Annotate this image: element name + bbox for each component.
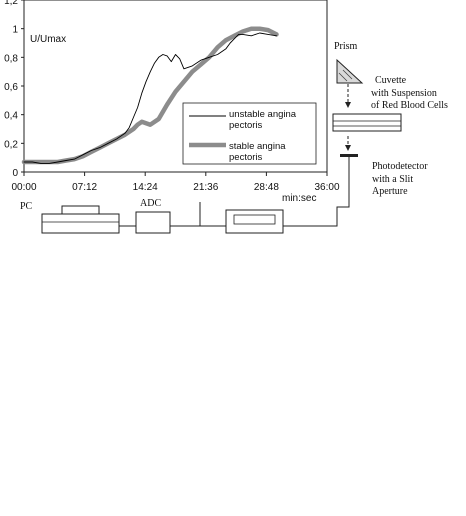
y-tick-label: 1,2 bbox=[4, 0, 18, 7]
legend: unstable angina pectoris stable angina p… bbox=[182, 102, 317, 165]
legend-label-unstable-line1: unstable angina bbox=[229, 109, 297, 120]
legend-label-stable-line1: stable angina bbox=[229, 141, 286, 152]
cuvette-label-line3: of Red Blood Cells bbox=[371, 100, 448, 111]
photodetector-shape bbox=[340, 154, 358, 157]
prism-hatch bbox=[342, 69, 353, 80]
x-tick-label: 14:24 bbox=[133, 182, 158, 193]
legend-label-stable-line2: pectoris bbox=[229, 152, 263, 163]
cuvette-shape bbox=[332, 113, 402, 132]
light-arrow-upper bbox=[345, 102, 351, 108]
cuvette-label-line1: Cuvette bbox=[375, 75, 407, 86]
amplifier-inner bbox=[233, 214, 276, 225]
y-axis-title: U/Umax bbox=[30, 34, 66, 45]
y-tick-label: 0,8 bbox=[4, 53, 18, 64]
legend-label-unstable-line2: pectoris bbox=[229, 120, 263, 131]
y-tick-label: 0,4 bbox=[4, 111, 18, 122]
x-tick-label: 00:00 bbox=[11, 182, 36, 193]
photodetector-label-line3: Aperture bbox=[372, 186, 408, 197]
cuvette-label-line2: with Suspension bbox=[371, 88, 437, 99]
prism-hatch bbox=[338, 72, 348, 82]
apparatus-schematic: Prism Cuvette with Suspension of Red Blo… bbox=[20, 41, 448, 234]
y-axis-ticks: 0 0,2 0,4 0,6 0,8 1 1,2 bbox=[4, 0, 24, 179]
x-axis-ticks: 00:00 07:12 14:24 21:36 28:48 36:00 bbox=[11, 172, 340, 193]
series-line-unstable bbox=[23, 32, 277, 164]
light-arrow-lower bbox=[345, 145, 351, 151]
x-tick-label: 28:48 bbox=[254, 182, 279, 193]
pc-top-box bbox=[61, 205, 100, 215]
x-tick-label: 07:12 bbox=[72, 182, 97, 193]
photodetector-label-line2: with a Slit bbox=[372, 174, 413, 185]
y-tick-label: 1 bbox=[12, 25, 18, 36]
y-tick-label: 0,2 bbox=[4, 139, 18, 150]
y-tick-label: 0,6 bbox=[4, 82, 18, 93]
x-axis-title: min:sec bbox=[282, 193, 316, 204]
pc-box bbox=[41, 213, 120, 234]
series-layer bbox=[21, 26, 279, 165]
legend-box bbox=[182, 102, 317, 165]
pc-label: PC bbox=[20, 201, 33, 212]
prism-shape bbox=[336, 58, 364, 84]
chart: U/Umax min:sec 0 0,2 0,4 0,6 0,8 1 1,2 00:00 07… bbox=[4, 0, 340, 204]
prism-label: Prism bbox=[334, 41, 358, 52]
x-tick-label: 36:00 bbox=[314, 182, 339, 193]
y-tick-label: 0 bbox=[12, 168, 18, 179]
photodetector-label-line1: Photodetector bbox=[372, 161, 428, 172]
detector-wire bbox=[283, 157, 350, 227]
x-tick-label: 21:36 bbox=[193, 182, 218, 193]
adc-label: ADC bbox=[140, 198, 161, 209]
adc-box bbox=[135, 211, 171, 234]
